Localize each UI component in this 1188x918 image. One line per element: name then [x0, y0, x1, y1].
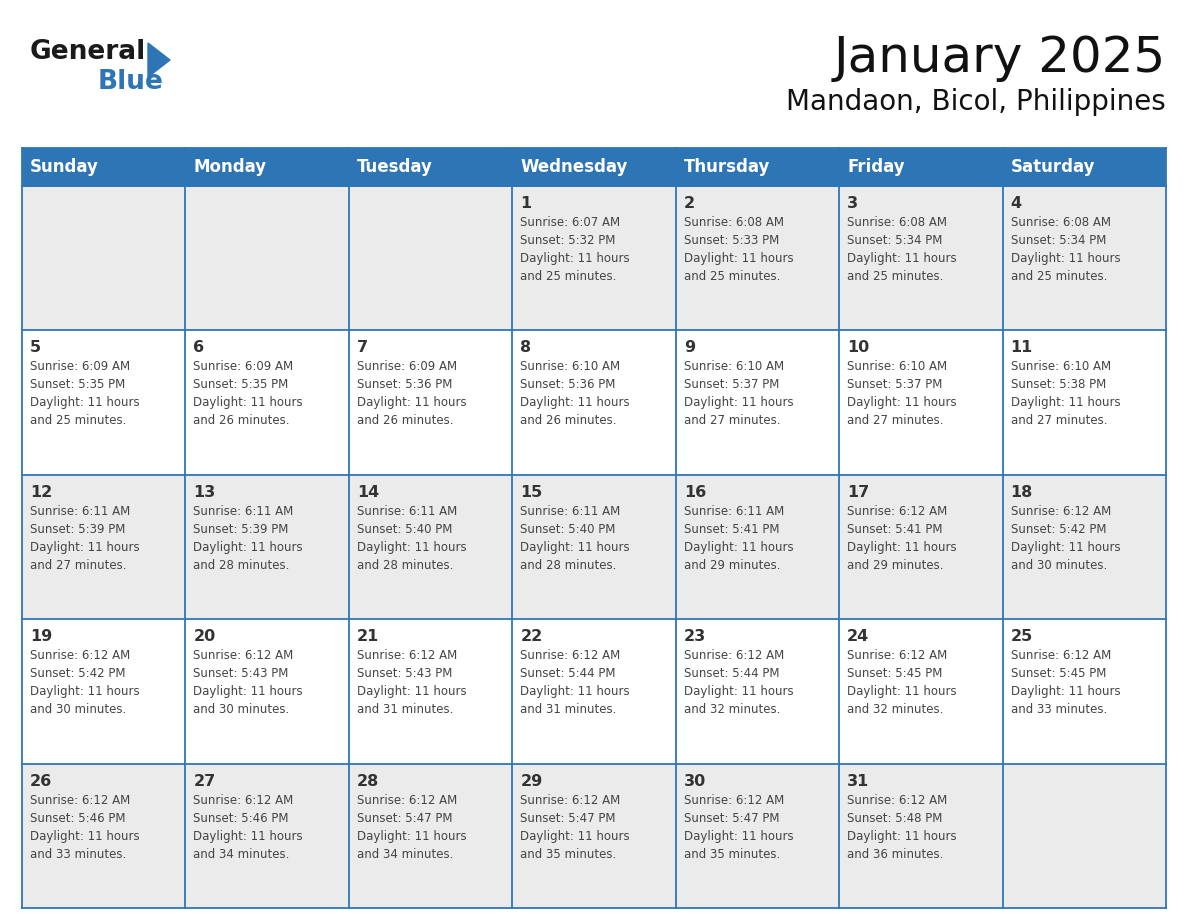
Text: Sunrise: 6:12 AM
Sunset: 5:43 PM
Daylight: 11 hours
and 30 minutes.: Sunrise: 6:12 AM Sunset: 5:43 PM Dayligh… [194, 649, 303, 716]
Text: Sunrise: 6:12 AM
Sunset: 5:41 PM
Daylight: 11 hours
and 29 minutes.: Sunrise: 6:12 AM Sunset: 5:41 PM Dayligh… [847, 505, 956, 572]
Text: Sunrise: 6:10 AM
Sunset: 5:36 PM
Daylight: 11 hours
and 26 minutes.: Sunrise: 6:10 AM Sunset: 5:36 PM Dayligh… [520, 361, 630, 428]
Text: 27: 27 [194, 774, 216, 789]
Text: Saturday: Saturday [1011, 158, 1095, 176]
Bar [23, 620, 1165, 764]
Text: 28: 28 [356, 774, 379, 789]
Text: 22: 22 [520, 629, 543, 644]
Text: Sunrise: 6:08 AM
Sunset: 5:33 PM
Daylight: 11 hours
and 25 minutes.: Sunrise: 6:08 AM Sunset: 5:33 PM Dayligh… [684, 216, 794, 283]
Text: 4: 4 [1011, 196, 1022, 211]
Text: Sunrise: 6:12 AM
Sunset: 5:42 PM
Daylight: 11 hours
and 30 minutes.: Sunrise: 6:12 AM Sunset: 5:42 PM Dayligh… [30, 649, 140, 716]
Text: Sunrise: 6:11 AM
Sunset: 5:40 PM
Daylight: 11 hours
and 28 minutes.: Sunrise: 6:11 AM Sunset: 5:40 PM Dayligh… [356, 505, 467, 572]
Text: Mandaon, Bicol, Philippines: Mandaon, Bicol, Philippines [786, 88, 1165, 116]
Bar [23, 330, 1165, 475]
Text: 24: 24 [847, 629, 870, 644]
Text: January 2025: January 2025 [834, 34, 1165, 82]
Text: Wednesday: Wednesday [520, 158, 627, 176]
Text: 1: 1 [520, 196, 531, 211]
Text: Sunrise: 6:12 AM
Sunset: 5:47 PM
Daylight: 11 hours
and 35 minutes.: Sunrise: 6:12 AM Sunset: 5:47 PM Dayligh… [520, 793, 630, 860]
Text: Sunrise: 6:08 AM
Sunset: 5:34 PM
Daylight: 11 hours
and 25 minutes.: Sunrise: 6:08 AM Sunset: 5:34 PM Dayligh… [1011, 216, 1120, 283]
Text: Sunrise: 6:11 AM
Sunset: 5:41 PM
Daylight: 11 hours
and 29 minutes.: Sunrise: 6:11 AM Sunset: 5:41 PM Dayligh… [684, 505, 794, 572]
Text: Sunrise: 6:10 AM
Sunset: 5:38 PM
Daylight: 11 hours
and 27 minutes.: Sunrise: 6:10 AM Sunset: 5:38 PM Dayligh… [1011, 361, 1120, 428]
Text: Sunrise: 6:11 AM
Sunset: 5:39 PM
Daylight: 11 hours
and 27 minutes.: Sunrise: 6:11 AM Sunset: 5:39 PM Dayligh… [30, 505, 140, 572]
Text: 6: 6 [194, 341, 204, 355]
Text: Sunrise: 6:12 AM
Sunset: 5:44 PM
Daylight: 11 hours
and 32 minutes.: Sunrise: 6:12 AM Sunset: 5:44 PM Dayligh… [684, 649, 794, 716]
Text: Sunrise: 6:12 AM
Sunset: 5:45 PM
Daylight: 11 hours
and 32 minutes.: Sunrise: 6:12 AM Sunset: 5:45 PM Dayligh… [847, 649, 956, 716]
Text: 11: 11 [1011, 341, 1032, 355]
Text: Sunrise: 6:12 AM
Sunset: 5:47 PM
Daylight: 11 hours
and 34 minutes.: Sunrise: 6:12 AM Sunset: 5:47 PM Dayligh… [356, 793, 467, 860]
Text: 18: 18 [1011, 485, 1032, 499]
Text: 21: 21 [356, 629, 379, 644]
Polygon shape [148, 43, 170, 77]
Text: Sunrise: 6:12 AM
Sunset: 5:43 PM
Daylight: 11 hours
and 31 minutes.: Sunrise: 6:12 AM Sunset: 5:43 PM Dayligh… [356, 649, 467, 716]
Text: 3: 3 [847, 196, 858, 211]
Text: 30: 30 [684, 774, 706, 789]
Text: Sunrise: 6:10 AM
Sunset: 5:37 PM
Daylight: 11 hours
and 27 minutes.: Sunrise: 6:10 AM Sunset: 5:37 PM Dayligh… [847, 361, 956, 428]
Bar [23, 186, 1165, 330]
Text: Thursday: Thursday [684, 158, 770, 176]
Text: 31: 31 [847, 774, 870, 789]
Text: 29: 29 [520, 774, 543, 789]
Text: 16: 16 [684, 485, 706, 499]
Text: Sunrise: 6:12 AM
Sunset: 5:46 PM
Daylight: 11 hours
and 33 minutes.: Sunrise: 6:12 AM Sunset: 5:46 PM Dayligh… [30, 793, 140, 860]
Text: Sunrise: 6:12 AM
Sunset: 5:46 PM
Daylight: 11 hours
and 34 minutes.: Sunrise: 6:12 AM Sunset: 5:46 PM Dayligh… [194, 793, 303, 860]
Text: 17: 17 [847, 485, 870, 499]
Text: Sunrise: 6:12 AM
Sunset: 5:45 PM
Daylight: 11 hours
and 33 minutes.: Sunrise: 6:12 AM Sunset: 5:45 PM Dayligh… [1011, 649, 1120, 716]
Text: General: General [30, 39, 146, 65]
Text: 23: 23 [684, 629, 706, 644]
Text: Sunrise: 6:12 AM
Sunset: 5:44 PM
Daylight: 11 hours
and 31 minutes.: Sunrise: 6:12 AM Sunset: 5:44 PM Dayligh… [520, 649, 630, 716]
Text: Sunday: Sunday [30, 158, 99, 176]
Text: 13: 13 [194, 485, 216, 499]
Text: Sunrise: 6:11 AM
Sunset: 5:40 PM
Daylight: 11 hours
and 28 minutes.: Sunrise: 6:11 AM Sunset: 5:40 PM Dayligh… [520, 505, 630, 572]
Text: 25: 25 [1011, 629, 1032, 644]
Text: 26: 26 [30, 774, 52, 789]
Text: Blue: Blue [97, 69, 164, 95]
Text: Sunrise: 6:07 AM
Sunset: 5:32 PM
Daylight: 11 hours
and 25 minutes.: Sunrise: 6:07 AM Sunset: 5:32 PM Dayligh… [520, 216, 630, 283]
Text: Sunrise: 6:09 AM
Sunset: 5:36 PM
Daylight: 11 hours
and 26 minutes.: Sunrise: 6:09 AM Sunset: 5:36 PM Dayligh… [356, 361, 467, 428]
Text: 20: 20 [194, 629, 216, 644]
Text: 2: 2 [684, 196, 695, 211]
Text: 5: 5 [30, 341, 42, 355]
Text: Friday: Friday [847, 158, 905, 176]
Text: Sunrise: 6:08 AM
Sunset: 5:34 PM
Daylight: 11 hours
and 25 minutes.: Sunrise: 6:08 AM Sunset: 5:34 PM Dayligh… [847, 216, 956, 283]
Bar [23, 475, 1165, 620]
Text: Sunrise: 6:12 AM
Sunset: 5:42 PM
Daylight: 11 hours
and 30 minutes.: Sunrise: 6:12 AM Sunset: 5:42 PM Dayligh… [1011, 505, 1120, 572]
Text: 15: 15 [520, 485, 543, 499]
Text: 19: 19 [30, 629, 52, 644]
Text: Tuesday: Tuesday [356, 158, 432, 176]
Text: Sunrise: 6:11 AM
Sunset: 5:39 PM
Daylight: 11 hours
and 28 minutes.: Sunrise: 6:11 AM Sunset: 5:39 PM Dayligh… [194, 505, 303, 572]
Text: Sunrise: 6:12 AM
Sunset: 5:48 PM
Daylight: 11 hours
and 36 minutes.: Sunrise: 6:12 AM Sunset: 5:48 PM Dayligh… [847, 793, 956, 860]
Text: 14: 14 [356, 485, 379, 499]
Text: 8: 8 [520, 341, 531, 355]
Text: 9: 9 [684, 341, 695, 355]
Text: 12: 12 [30, 485, 52, 499]
Text: 10: 10 [847, 341, 870, 355]
Bar [23, 148, 1165, 186]
Bar [23, 764, 1165, 908]
Text: Sunrise: 6:09 AM
Sunset: 5:35 PM
Daylight: 11 hours
and 26 minutes.: Sunrise: 6:09 AM Sunset: 5:35 PM Dayligh… [194, 361, 303, 428]
Text: Sunrise: 6:09 AM
Sunset: 5:35 PM
Daylight: 11 hours
and 25 minutes.: Sunrise: 6:09 AM Sunset: 5:35 PM Dayligh… [30, 361, 140, 428]
Text: 7: 7 [356, 341, 368, 355]
Text: Sunrise: 6:10 AM
Sunset: 5:37 PM
Daylight: 11 hours
and 27 minutes.: Sunrise: 6:10 AM Sunset: 5:37 PM Dayligh… [684, 361, 794, 428]
Text: Sunrise: 6:12 AM
Sunset: 5:47 PM
Daylight: 11 hours
and 35 minutes.: Sunrise: 6:12 AM Sunset: 5:47 PM Dayligh… [684, 793, 794, 860]
Text: Monday: Monday [194, 158, 266, 176]
